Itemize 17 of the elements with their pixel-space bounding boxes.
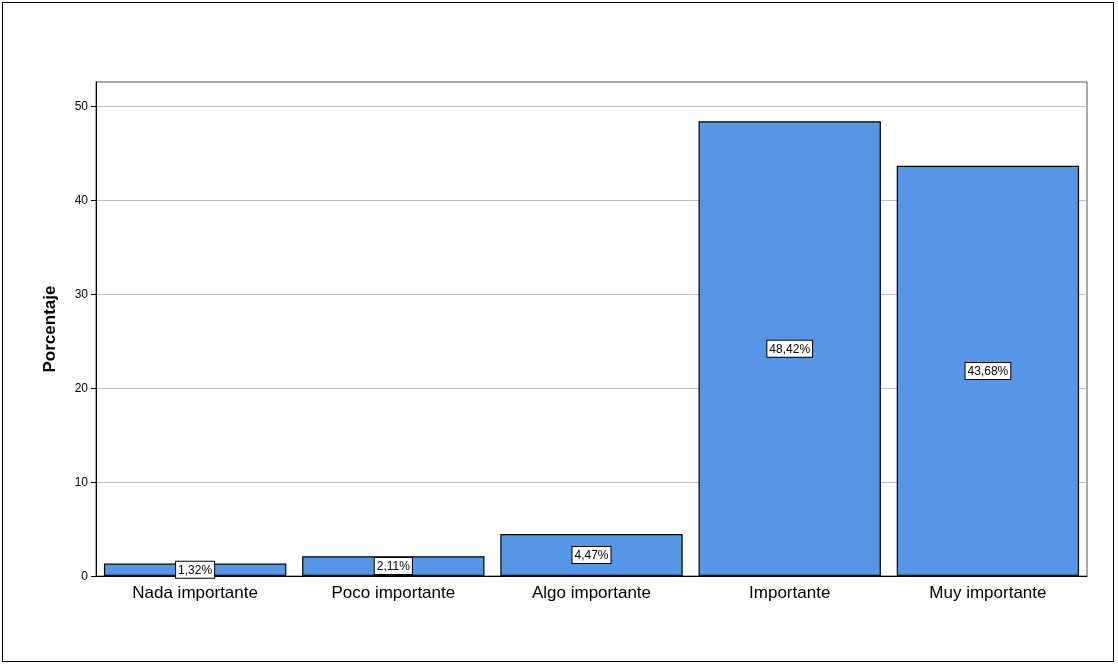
data-label: 48,42% <box>769 341 811 356</box>
data-label: 2,11% <box>376 559 411 574</box>
data-label: 43,68% <box>967 363 1009 378</box>
y-axis-title: Porcentaje <box>40 285 59 373</box>
y-tick-label: 20 <box>74 381 89 396</box>
y-tick-label: 30 <box>74 287 89 302</box>
x-tick-label: Muy importante <box>929 583 1047 602</box>
x-tick-label: Poco importante <box>331 583 456 602</box>
x-tick-label: Importante <box>749 583 831 602</box>
y-tick-label: 40 <box>74 193 89 208</box>
x-tick-label: Nada importante <box>132 583 258 602</box>
y-tick-label: 10 <box>74 475 89 490</box>
y-tick-label: 0 <box>81 569 89 583</box>
x-tick-label: Algo importante <box>531 583 652 602</box>
y-tick-label: 50 <box>74 99 89 114</box>
data-label: 4,47% <box>574 548 609 563</box>
data-label: 1,32% <box>178 562 213 577</box>
